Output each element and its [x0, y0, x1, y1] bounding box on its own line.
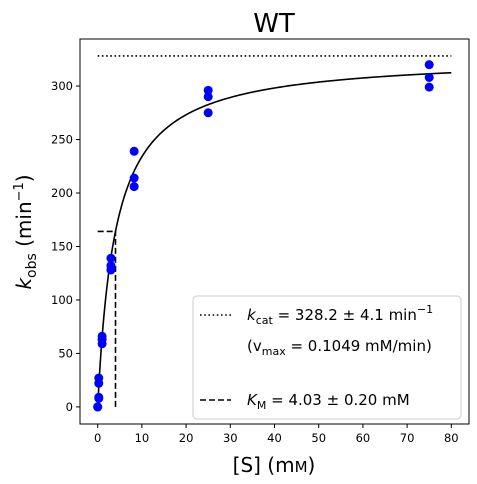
fit-curve-layer	[96, 71, 452, 407]
data-point	[106, 265, 116, 275]
y-tick-label: 0	[66, 400, 73, 414]
x-tick-label: 60	[356, 431, 371, 445]
legend-box	[192, 295, 462, 420]
x-tick-label: 80	[444, 431, 459, 445]
fit-curve	[96, 71, 452, 407]
legend: kcat = 328.2 ± 4.1 min−1 (vmax = 0.1049 …	[192, 295, 462, 420]
data-point	[106, 253, 116, 263]
data-point	[93, 402, 103, 412]
data-point	[97, 339, 107, 349]
x-tick-label: 10	[135, 431, 150, 445]
data-point	[129, 173, 139, 183]
chart-title: WT	[253, 9, 295, 39]
data-point	[424, 82, 434, 92]
y-tick-label: 250	[51, 133, 73, 147]
data-point	[203, 108, 213, 118]
y-tick-label: 200	[51, 186, 73, 200]
x-tick-label: 50	[311, 431, 326, 445]
data-point	[203, 92, 213, 102]
data-points	[93, 60, 434, 412]
legend-km-label: KM = 4.03 ± 0.20 mM	[247, 391, 410, 412]
x-tick-label: 20	[179, 431, 194, 445]
y-axis-ticks: 0 50 100 150 200 250 300	[51, 79, 80, 414]
legend-vmax-label: (vmax = 0.1049 mM/min)	[247, 337, 432, 358]
x-axis-label: [S] (mM)	[233, 453, 316, 477]
x-tick-label: 40	[267, 431, 282, 445]
legend-kcat-label: kcat = 328.2 ± 4.1 min−1	[247, 303, 433, 327]
data-point	[94, 378, 104, 388]
x-tick-label: 70	[400, 431, 415, 445]
data-point	[94, 393, 104, 403]
x-tick-label: 0	[94, 431, 101, 445]
y-tick-label: 300	[51, 79, 73, 93]
x-tick-label: 30	[223, 431, 238, 445]
y-axis-label: kobs (min−1)	[12, 174, 40, 289]
data-point	[424, 60, 434, 70]
y-tick-label: 100	[51, 293, 73, 307]
x-axis-ticks: 0 10 20 30 40 50 60 70 80	[94, 424, 459, 445]
y-tick-label: 150	[51, 239, 73, 253]
data-point	[424, 73, 434, 82]
guide-lines	[97, 55, 452, 407]
data-point	[203, 85, 213, 95]
data-point	[129, 182, 139, 192]
y-tick-label: 50	[58, 346, 73, 360]
data-point	[129, 146, 139, 156]
